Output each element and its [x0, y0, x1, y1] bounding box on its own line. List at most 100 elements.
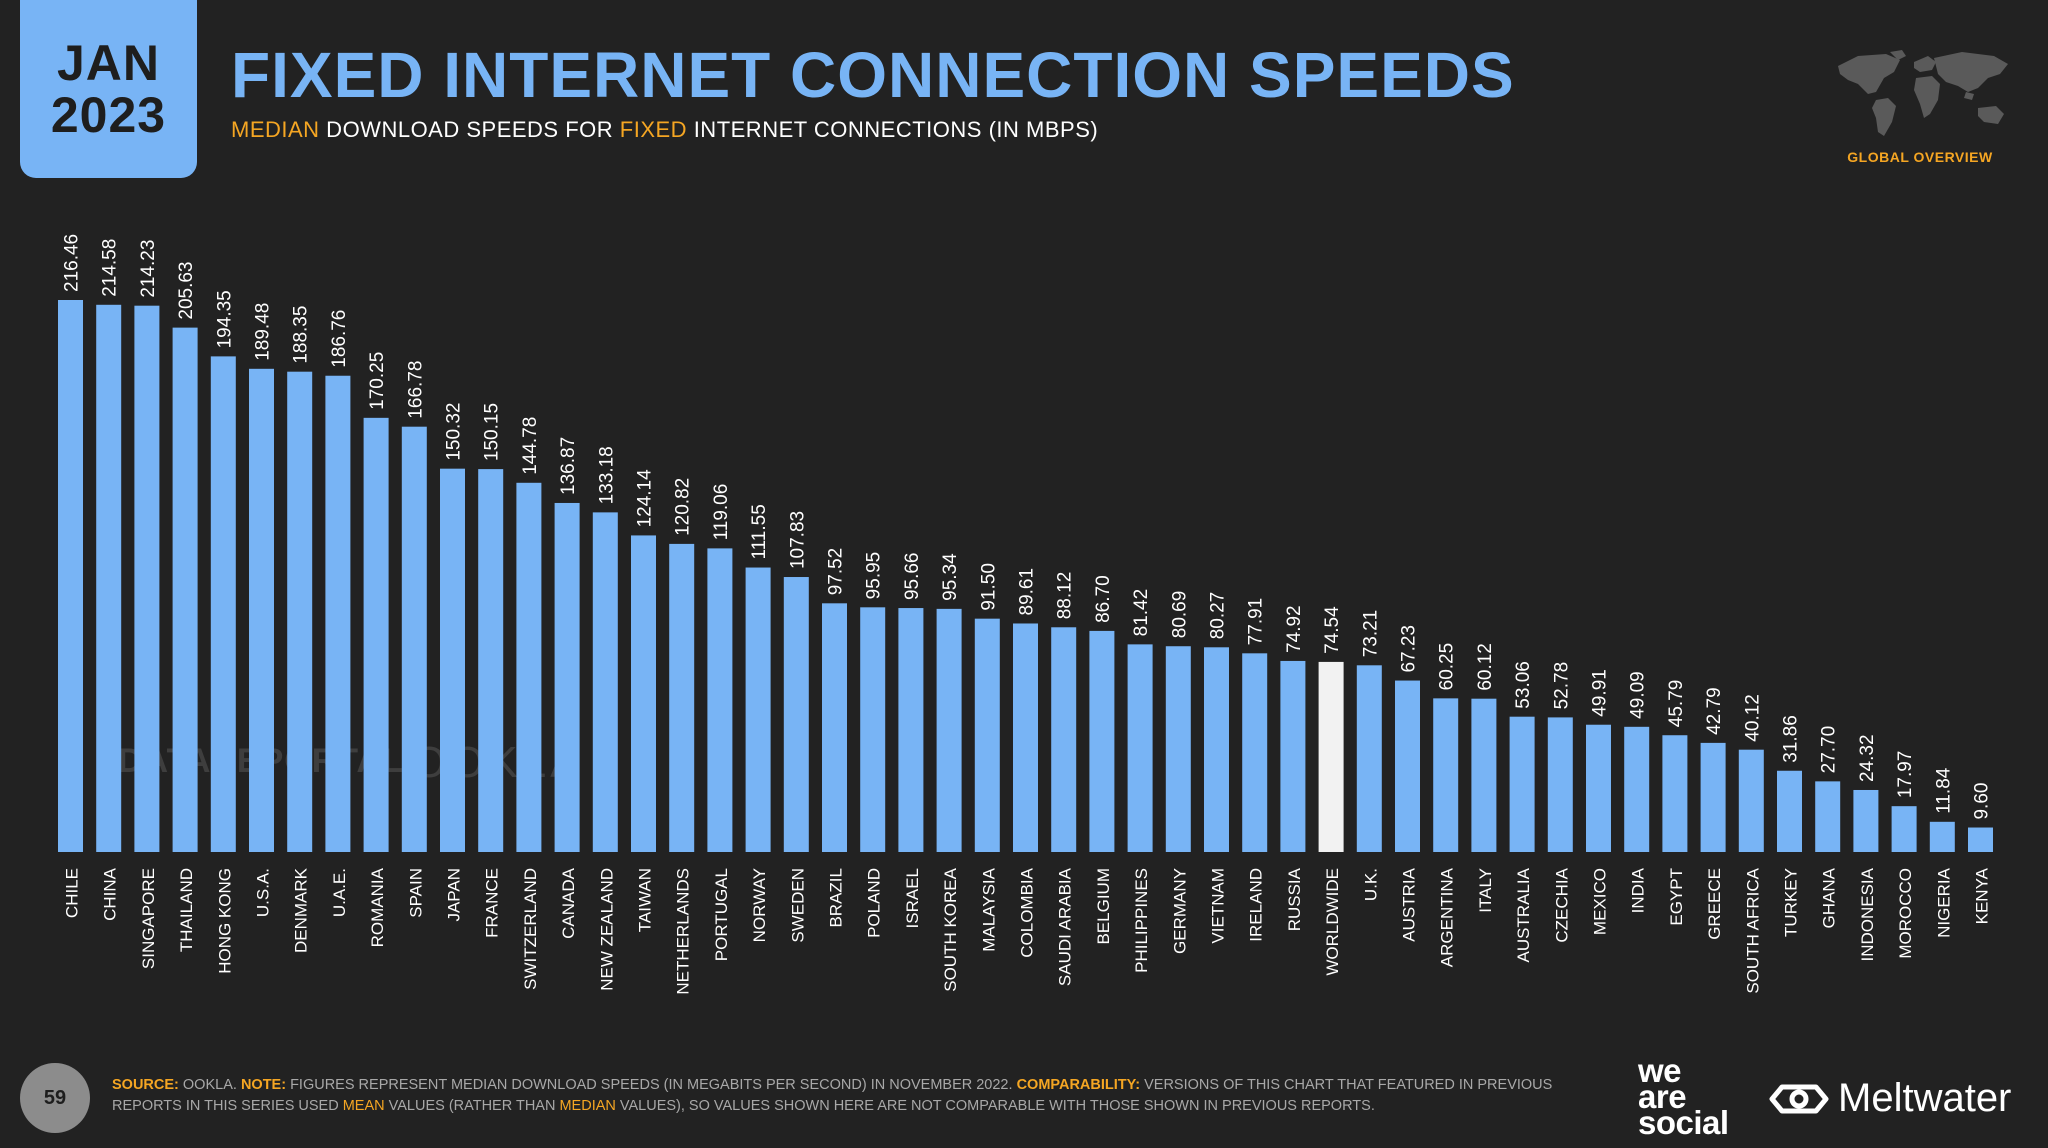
bar — [1662, 735, 1688, 852]
value-label: 88.12 — [1055, 572, 1076, 620]
bar — [1051, 627, 1077, 852]
value-label: 124.14 — [635, 469, 656, 528]
bar — [1738, 749, 1764, 852]
bar — [783, 577, 809, 852]
category-label: IRELAND — [1247, 868, 1266, 942]
category-label: VIETNAM — [1209, 868, 1228, 944]
value-label: 45.79 — [1666, 680, 1687, 728]
comparability-text-3: VALUES), SO VALUES SHOWN HERE ARE NOT CO… — [615, 1098, 1375, 1114]
bar — [1318, 661, 1344, 852]
bar — [554, 502, 580, 852]
comparability-text-2: VALUES (RATHER THAN — [384, 1098, 560, 1114]
value-label: 136.87 — [558, 437, 579, 495]
value-label: 95.34 — [940, 553, 961, 601]
value-label: 73.21 — [1360, 610, 1381, 658]
bar — [898, 608, 924, 852]
meltwater-logo: Meltwater — [1768, 1076, 2011, 1121]
value-label: 77.91 — [1246, 598, 1267, 646]
category-label: MALAYSIA — [979, 867, 998, 951]
bar — [631, 535, 656, 852]
value-label: 60.12 — [1475, 643, 1496, 691]
category-label: ISRAEL — [903, 868, 922, 928]
bar — [1777, 770, 1802, 852]
bar — [287, 371, 313, 852]
comparability-text-1: VERSIONS OF THIS CHART THAT FEATURED IN … — [112, 1077, 1553, 1114]
value-label: 53.06 — [1513, 661, 1534, 709]
category-label: CHILE — [63, 868, 82, 918]
bar — [58, 300, 83, 852]
value-label: 9.60 — [1972, 783, 1993, 820]
value-label: 52.78 — [1551, 662, 1572, 710]
subtitle-part-2: DOWNLOAD SPEEDS FOR — [319, 117, 620, 142]
category-label: SWEDEN — [788, 868, 807, 943]
category-label: AUSTRALIA — [1514, 867, 1533, 962]
bar — [96, 304, 122, 853]
source-text: OOKLA. — [178, 1077, 241, 1093]
bar — [134, 305, 160, 852]
meltwater-wordmark: Meltwater — [1838, 1076, 2012, 1120]
bar — [1929, 821, 1955, 852]
bar — [822, 603, 847, 852]
page-title: FIXED INTERNET CONNECTION SPEEDS — [231, 39, 1515, 111]
category-label: DENMARK — [292, 867, 311, 953]
category-label: ARGENTINA — [1438, 867, 1457, 967]
value-label: 86.70 — [1093, 575, 1114, 623]
bar — [936, 608, 962, 852]
category-label: SWITZERLAND — [521, 868, 540, 990]
bar — [1280, 660, 1306, 852]
comparability-median: MEDIAN — [559, 1098, 616, 1114]
comparability-mean: MEAN — [342, 1098, 385, 1114]
bar — [1700, 742, 1726, 852]
value-label: 186.76 — [329, 310, 350, 368]
category-label: GERMANY — [1170, 868, 1189, 954]
value-label: 189.48 — [253, 303, 274, 361]
category-label: U.S.A. — [254, 868, 273, 917]
category-label: CZECHIA — [1552, 867, 1571, 942]
value-label: 150.15 — [482, 403, 503, 461]
category-label: SINGAPORE — [139, 868, 158, 969]
bar — [172, 327, 198, 852]
value-label: 150.32 — [444, 403, 465, 461]
bar — [1127, 644, 1153, 852]
value-label: 205.63 — [176, 261, 197, 319]
bar — [1624, 726, 1650, 852]
value-label: 170.25 — [367, 352, 388, 410]
category-label: INDIA — [1629, 867, 1648, 913]
category-label: GHANA — [1820, 867, 1839, 928]
category-label: KENYA — [1973, 867, 1992, 924]
value-label: 74.54 — [1322, 606, 1343, 654]
world-map-icon — [1838, 50, 2008, 136]
category-label: AUSTRIA — [1400, 867, 1419, 941]
value-label: 74.92 — [1284, 605, 1305, 653]
value-label: 49.09 — [1628, 671, 1649, 719]
category-label: PHILIPPINES — [1132, 868, 1151, 973]
badge-month: JAN — [56, 35, 161, 91]
global-overview-label: GLOBAL OVERVIEW — [1847, 149, 1993, 165]
value-label: 133.18 — [596, 446, 617, 504]
bar — [1547, 717, 1573, 852]
category-label: U.A.E. — [330, 868, 349, 917]
category-label: BRAZIL — [827, 868, 846, 928]
source-label: SOURCE: — [112, 1077, 179, 1093]
category-label: ITALY — [1476, 868, 1495, 913]
category-label: BELGIUM — [1094, 868, 1113, 945]
value-label: 31.86 — [1781, 715, 1802, 763]
value-label: 144.78 — [520, 417, 541, 475]
category-label: MOROCCO — [1896, 868, 1915, 959]
value-label: 81.42 — [1131, 589, 1152, 637]
bar — [860, 607, 886, 852]
category-label: TURKEY — [1782, 868, 1801, 937]
category-label: NETHERLANDS — [674, 868, 693, 995]
bar — [1089, 630, 1115, 852]
bar — [516, 482, 542, 852]
bar — [1815, 781, 1841, 852]
subtitle-part-4: INTERNET CONNECTIONS (IN MBPS) — [687, 117, 1099, 142]
note-label: NOTE: — [240, 1077, 287, 1093]
category-label: NORWAY — [750, 868, 769, 942]
bar — [210, 356, 236, 852]
value-label: 24.32 — [1857, 734, 1878, 782]
value-label: 120.82 — [673, 478, 694, 536]
category-label: RUSSIA — [1285, 867, 1304, 931]
bar — [1356, 665, 1382, 852]
